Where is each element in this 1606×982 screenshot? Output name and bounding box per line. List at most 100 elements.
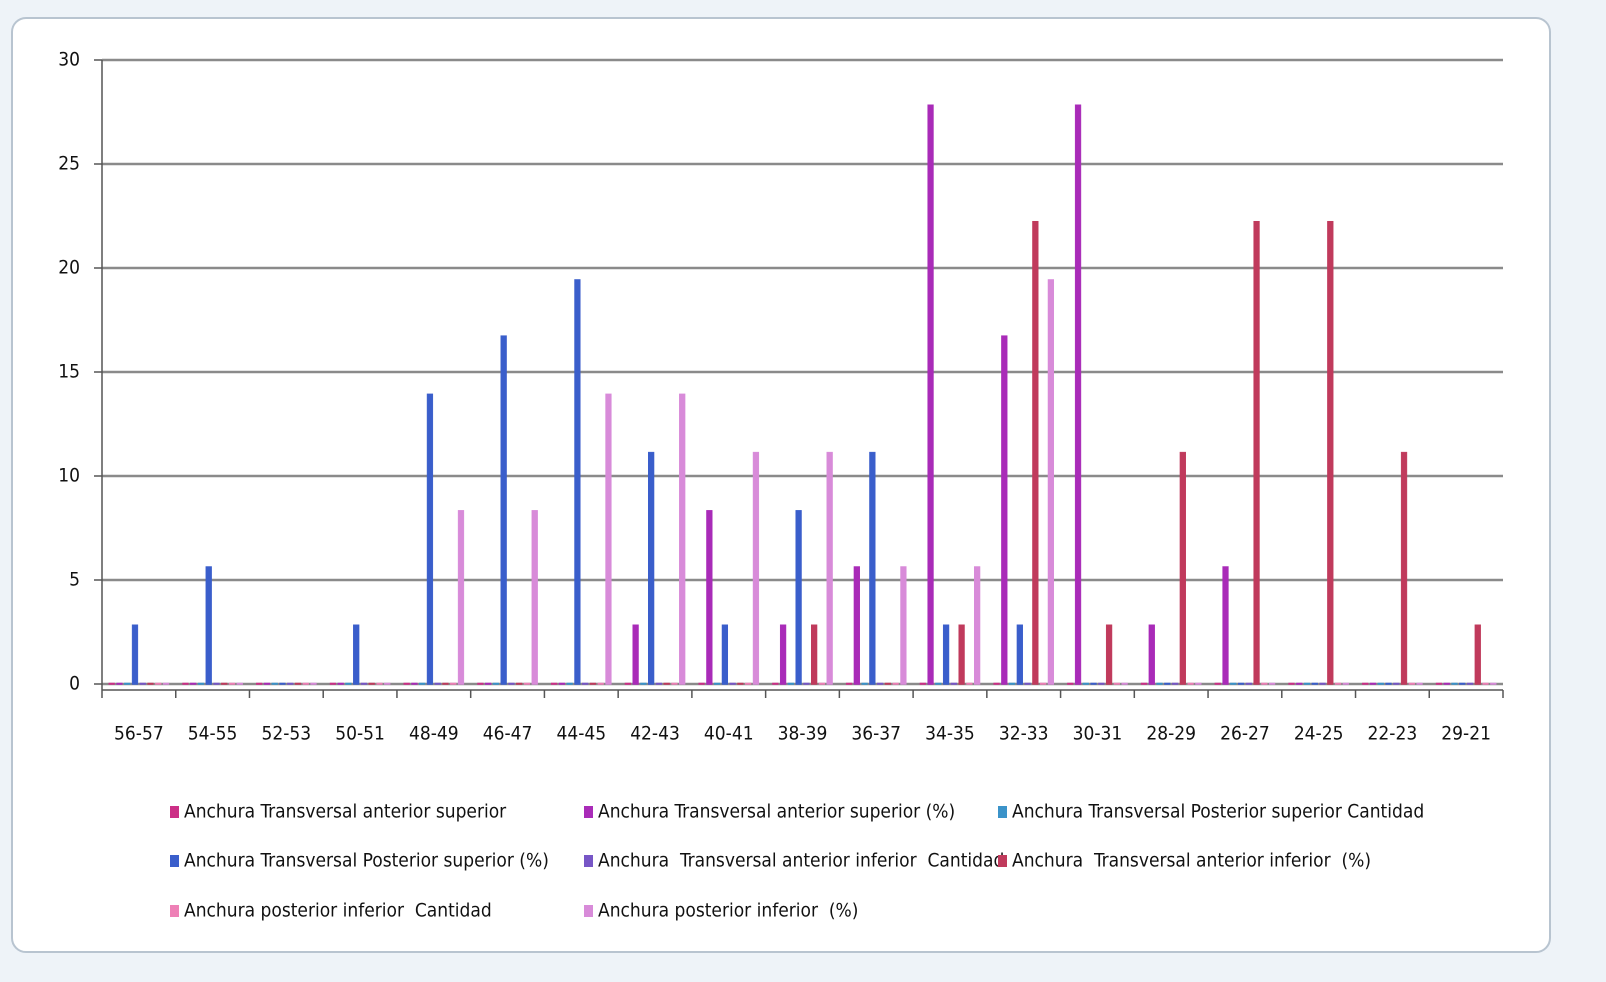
bar: [1074, 104, 1082, 685]
x-tick-label: 30-31: [1073, 723, 1123, 745]
bar: [329, 682, 337, 685]
bar: [228, 682, 236, 685]
bar: [1187, 682, 1194, 685]
x-tick-label: 38-39: [778, 723, 828, 745]
bar: [190, 682, 197, 685]
legend-label: Anchura Transversal anterior inferior (%…: [1012, 850, 1371, 872]
bar: [450, 682, 457, 685]
bar: [1067, 682, 1074, 685]
bar: [1482, 682, 1489, 685]
bar: [582, 682, 589, 685]
bar: [1179, 451, 1186, 685]
x-tick-label: 22-23: [1368, 723, 1418, 745]
legend-swatch: [170, 855, 179, 867]
bar: [900, 566, 907, 685]
y-tick-label: 30: [58, 49, 80, 71]
bar: [1261, 682, 1268, 685]
bar: [1416, 682, 1423, 685]
bar: [566, 682, 573, 685]
y-tick-label: 15: [58, 361, 80, 383]
bar: [1113, 682, 1120, 685]
bar: [384, 682, 391, 685]
x-tick-label: 26-27: [1220, 723, 1270, 745]
bar: [1148, 624, 1155, 685]
bar: [1082, 682, 1089, 685]
bar: [958, 624, 965, 685]
bar: [1459, 682, 1466, 685]
x-tick-label: 42-43: [630, 723, 680, 745]
x-tick-label: 28-29: [1146, 723, 1196, 745]
y-tick-label: 25: [58, 153, 80, 175]
x-tick-label: 40-41: [704, 723, 754, 745]
bar: [550, 682, 558, 685]
bar: [818, 682, 826, 685]
bar: [1230, 682, 1237, 685]
x-tick-label: 50-51: [335, 723, 385, 745]
bar: [1245, 682, 1252, 685]
bar: [1400, 451, 1408, 685]
bar: [302, 682, 309, 685]
bar: [787, 682, 794, 685]
x-tick-label: 46-47: [483, 723, 533, 745]
bar: [271, 682, 278, 685]
bar: [845, 682, 853, 685]
bar: [745, 682, 752, 685]
x-tick-label: 54-55: [188, 723, 238, 745]
bar: [869, 451, 876, 685]
y-tick-label: 10: [58, 465, 80, 487]
bar: [1032, 220, 1039, 685]
bar: [1222, 566, 1229, 685]
bar: [1303, 682, 1311, 685]
y-tick-label: 5: [69, 569, 80, 591]
bar: [1474, 624, 1481, 685]
x-tick-label: 56-57: [114, 723, 164, 745]
y-tick-label: 20: [58, 257, 80, 279]
bar: [485, 682, 492, 685]
bar: [655, 682, 663, 685]
bar: [1466, 682, 1474, 685]
bar: [221, 682, 228, 685]
x-tick-label: 44-45: [556, 723, 606, 745]
bar: [116, 682, 123, 685]
bar: [162, 682, 170, 685]
bar: [632, 624, 639, 685]
bar: [287, 682, 294, 685]
bar: [442, 682, 449, 685]
bar: [737, 682, 744, 685]
bar: [640, 682, 647, 685]
legend-label: Anchura Transversal Posterior superior C…: [1012, 801, 1424, 823]
bar: [1001, 335, 1008, 685]
bar: [279, 682, 286, 685]
bar: [679, 393, 686, 685]
bar: [605, 393, 612, 685]
legend-swatch: [584, 806, 593, 818]
x-tick-label: 52-53: [262, 723, 312, 745]
x-tick-label: 32-33: [999, 723, 1049, 745]
bar: [558, 682, 566, 685]
legend-label: Anchura Transversal anterior inferior Ca…: [598, 850, 1004, 872]
bar: [597, 682, 604, 685]
bar: [884, 682, 892, 685]
bar: [772, 682, 779, 685]
bar: [950, 682, 957, 685]
bar: [1319, 682, 1326, 685]
bar: [500, 335, 507, 685]
x-tick-label: 29-21: [1441, 723, 1491, 745]
bar: [1362, 682, 1369, 685]
bar: [131, 624, 139, 685]
bar: [993, 682, 1000, 685]
bar: [1156, 682, 1163, 685]
bar: [1098, 682, 1105, 685]
bar: [1369, 682, 1377, 685]
bar: [368, 682, 375, 685]
legend-label: Anchura posterior inferior Cantidad: [184, 900, 492, 922]
bar: [1327, 220, 1334, 685]
x-tick-label: 48-49: [409, 723, 459, 745]
bar: [1090, 682, 1097, 685]
bar: [155, 682, 162, 685]
chart-frame: [11, 17, 1551, 953]
bar: [477, 682, 484, 685]
bar: [861, 682, 868, 685]
bar: [1140, 682, 1148, 685]
bar: [205, 566, 212, 685]
